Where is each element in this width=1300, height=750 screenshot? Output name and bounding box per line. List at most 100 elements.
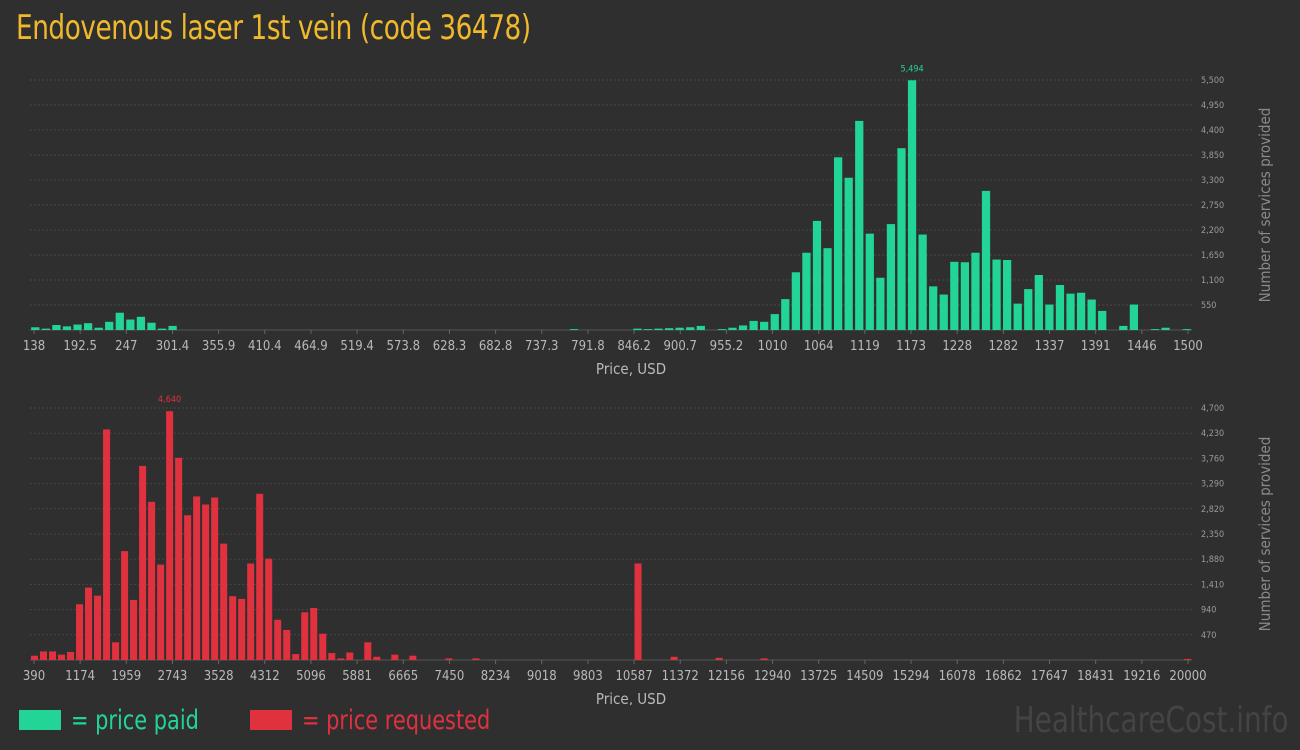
- bar: [58, 654, 66, 660]
- y-axis-label: Number of services provided: [1256, 108, 1274, 303]
- bar: [1003, 260, 1012, 330]
- x-tick-label: 13725: [800, 669, 837, 684]
- x-tick-label: 3528: [204, 669, 234, 684]
- y-tick-label: 470: [1201, 631, 1216, 641]
- y-tick-label: 5,500: [1201, 76, 1224, 86]
- bar: [202, 504, 210, 660]
- bar: [844, 177, 853, 330]
- bar: [897, 148, 906, 330]
- bar: [85, 587, 93, 660]
- x-tick-label: 1446: [1127, 339, 1157, 354]
- bar: [472, 658, 480, 660]
- bar: [907, 80, 917, 330]
- x-tick-label: 192.5: [63, 339, 96, 354]
- bar: [49, 651, 57, 660]
- bar: [130, 599, 138, 660]
- bar: [126, 319, 135, 330]
- x-tick-label: 8234: [481, 669, 511, 684]
- bar: [1076, 292, 1086, 330]
- x-tick-label: 1282: [988, 339, 1018, 354]
- legend-swatch-paid: [19, 710, 61, 730]
- y-tick-label: 940: [1201, 606, 1216, 616]
- bar: [569, 329, 579, 330]
- bar: [1161, 327, 1170, 330]
- bar: [929, 286, 938, 330]
- bar: [31, 327, 40, 330]
- bar: [918, 234, 927, 330]
- y-tick-label: 4,700: [1201, 404, 1224, 414]
- x-tick-label: 9018: [527, 669, 557, 684]
- x-tick-label: 138: [23, 339, 45, 354]
- peak-value-label: 5,494: [900, 64, 923, 74]
- y-tick-label: 4,230: [1201, 429, 1224, 439]
- y-tick-label: 2,820: [1201, 505, 1224, 515]
- y-tick-label: 2,200: [1201, 226, 1224, 236]
- bar: [643, 329, 653, 330]
- x-tick-label: 628.3: [433, 339, 466, 354]
- bar: [193, 496, 201, 660]
- bar: [283, 629, 291, 660]
- x-tick-label: 410.4: [248, 339, 281, 354]
- x-tick-label: 1119: [850, 339, 880, 354]
- bar: [1129, 304, 1139, 330]
- bar: [696, 325, 705, 330]
- bar: [812, 220, 822, 330]
- bar: [105, 321, 114, 330]
- bar: [781, 299, 790, 330]
- x-tick-label: 1174: [65, 669, 95, 684]
- y-tick-label: 1,650: [1201, 251, 1224, 261]
- bar: [292, 654, 300, 660]
- x-tick-label: 390: [23, 669, 45, 684]
- x-tick-label: 2743: [158, 669, 188, 684]
- peak-value-label: 4,640: [158, 395, 181, 405]
- bar: [373, 656, 381, 660]
- x-tick-label: 12156: [708, 669, 745, 684]
- bar: [391, 654, 399, 660]
- x-tick-label: 5096: [296, 669, 326, 684]
- y-tick-label: 2,350: [1201, 530, 1224, 540]
- y-tick-label: 1,100: [1201, 276, 1224, 286]
- bar: [274, 619, 282, 660]
- x-tick-label: 573.8: [387, 339, 420, 354]
- y-tick-label: 3,300: [1201, 176, 1224, 186]
- x-tick-label: 7450: [435, 669, 465, 684]
- x-tick-label: 20000: [1169, 669, 1206, 684]
- bar: [168, 325, 177, 330]
- x-tick-label: 1064: [804, 339, 834, 354]
- bar: [728, 327, 737, 330]
- x-tick-label: 9803: [573, 669, 603, 684]
- x-tick-label: 247: [115, 339, 137, 354]
- x-tick-label: 1010: [758, 339, 788, 354]
- bar: [166, 411, 174, 660]
- page-title: Endovenous laser 1st vein (code 36478): [16, 8, 531, 48]
- bar: [445, 658, 453, 660]
- bar: [94, 595, 102, 660]
- bar: [157, 328, 167, 330]
- x-tick-label: 900.7: [663, 339, 696, 354]
- bar: [148, 501, 156, 660]
- bar: [94, 327, 103, 330]
- price-paid-chart: 550 1,100 1,650 2,200 2,750 3,300 3,850 4,400 4,…: [23, 64, 1274, 378]
- bar: [67, 651, 75, 660]
- bar: [960, 262, 970, 330]
- bar: [1066, 293, 1075, 330]
- x-tick-label: 955.2: [710, 339, 743, 354]
- x-tick-label: 1500: [1173, 339, 1203, 354]
- x-tick-label: 846.2: [617, 339, 650, 354]
- legend-price-paid: = price paid: [19, 704, 220, 736]
- x-tick-label: 791.8: [571, 339, 604, 354]
- y-axis-label: Number of services provided: [1256, 437, 1274, 632]
- bar: [39, 651, 48, 660]
- bar: [1034, 275, 1043, 330]
- bar: [256, 493, 264, 660]
- bar: [823, 248, 832, 330]
- bar: [103, 429, 111, 660]
- x-tick-label: 15294: [892, 669, 929, 684]
- x-tick-label: 1173: [896, 339, 926, 354]
- x-tick-label: 10587: [615, 669, 652, 684]
- bar: [950, 261, 959, 330]
- bar: [760, 321, 769, 330]
- x-tick-label: 14509: [846, 669, 883, 684]
- bar: [791, 272, 800, 330]
- bar: [1150, 329, 1160, 330]
